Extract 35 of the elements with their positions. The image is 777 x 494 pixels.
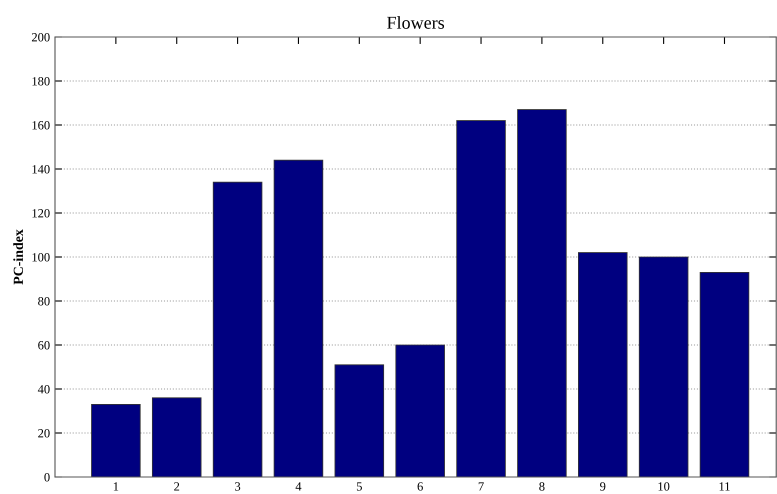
x-tick-label: 3: [235, 482, 240, 491]
bar: [152, 397, 202, 477]
bar: [578, 252, 628, 477]
x-tick-label: 11: [720, 482, 730, 491]
bar: [274, 160, 324, 477]
x-tick-label: 9: [600, 482, 606, 491]
x-tick-label: 5: [356, 482, 362, 491]
y-tick-label: 120: [32, 209, 50, 218]
y-tick-label: 40: [38, 385, 50, 394]
bar: [456, 120, 506, 477]
bar: [334, 364, 384, 477]
y-tick-label: 20: [38, 429, 50, 438]
x-tick-label: 8: [539, 482, 545, 491]
y-tick-label: 180: [32, 77, 50, 86]
bar: [212, 182, 262, 477]
bar: [517, 109, 567, 477]
y-tick-label: 80: [38, 297, 50, 306]
x-tick-label: 6: [418, 482, 423, 491]
x-tick-label: 10: [658, 482, 670, 491]
x-tick-label: 2: [174, 482, 180, 491]
bar: [700, 272, 750, 477]
y-tick-label: 160: [32, 121, 50, 130]
x-tick-label: 4: [296, 482, 302, 491]
y-axis-title: PC-index: [13, 229, 24, 285]
y-tick-label: 60: [38, 341, 50, 350]
y-tick-label: 140: [32, 165, 50, 174]
bar: [91, 404, 141, 477]
bar: [395, 344, 445, 477]
y-tick-label: 100: [32, 253, 50, 262]
chart-title: Flowers: [387, 16, 444, 29]
y-tick-label: 0: [44, 473, 50, 482]
y-tick-label: 200: [32, 33, 50, 42]
x-tick-label: 7: [478, 482, 484, 491]
bar: [638, 256, 688, 477]
x-tick-label: 1: [114, 482, 118, 491]
